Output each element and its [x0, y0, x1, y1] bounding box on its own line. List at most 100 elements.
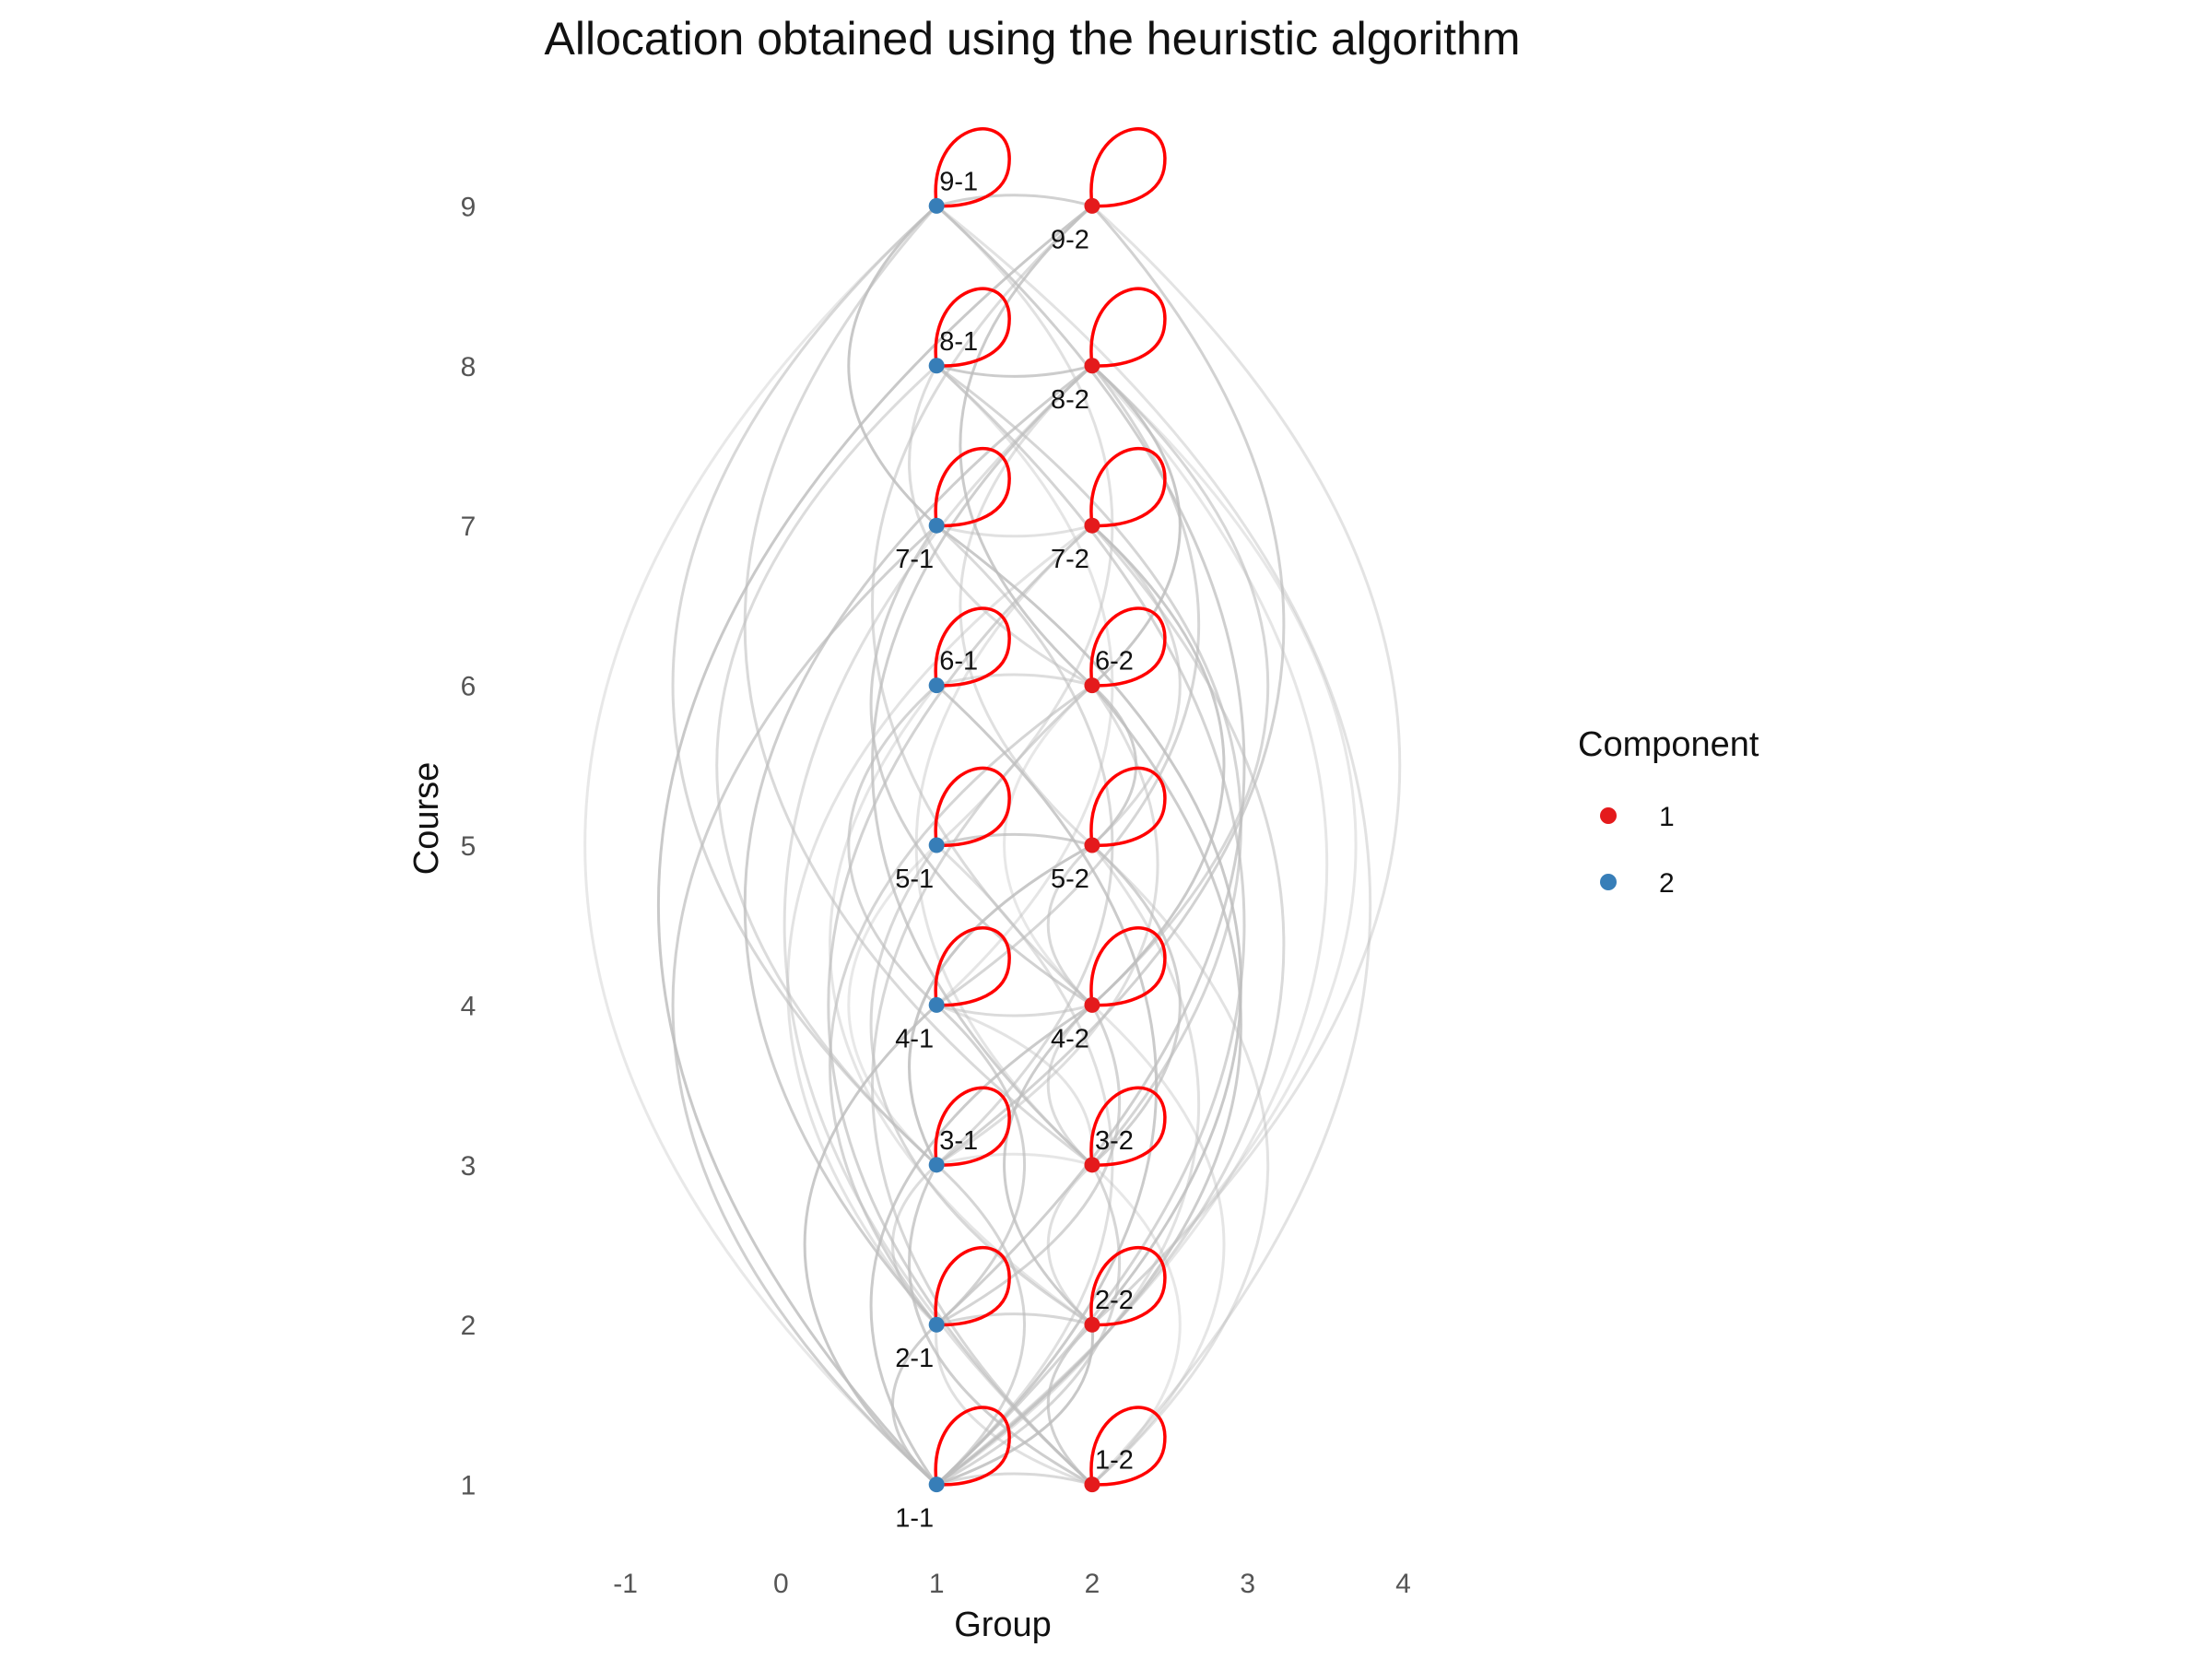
edge-9-1-to-9-2	[935, 194, 1093, 207]
node-label-7-2: 7-2	[1051, 545, 1089, 574]
node-7-1	[928, 517, 945, 534]
self-loop-7-1	[934, 446, 1011, 528]
node-1-1	[928, 1477, 945, 1493]
edge-7-1-to-7-2	[935, 524, 1093, 538]
edge-5-2-to-1-2	[1090, 843, 1269, 1486]
edge-5-2-to-3-2	[1090, 843, 1182, 1166]
edge-4-1-to-1-1	[803, 1004, 938, 1486]
edges-layer	[583, 194, 1402, 1487]
edge-3-1-to-3-2	[935, 1152, 1093, 1167]
node-label-5-2: 5-2	[1051, 865, 1089, 894]
node-label-8-2: 8-2	[1051, 385, 1089, 415]
edge-7-2-to-1-2	[827, 524, 1093, 1486]
node-label-5-1: 5-1	[895, 865, 934, 894]
node-3-1	[928, 1157, 945, 1173]
edge-2-2-to-1-2	[1046, 1324, 1093, 1486]
y-tick-label: 2	[461, 1311, 477, 1341]
y-tick-label: 9	[461, 192, 477, 222]
node-label-2-2: 2-2	[1095, 1286, 1134, 1315]
edge-4-2-to-2-1	[935, 1004, 1121, 1326]
x-tick-label: 4	[1395, 1569, 1411, 1599]
edge-9-1-to-1-1	[583, 205, 938, 1486]
node-5-1	[928, 837, 945, 853]
x-axis-ticks: -1 0 1 2 3 4	[613, 1569, 1411, 1599]
node-2-1	[928, 1316, 945, 1333]
x-axis-title: Group	[954, 1606, 1052, 1644]
legend-title: Component	[1578, 725, 1759, 764]
self-loop-3-1	[934, 1086, 1011, 1167]
node-1-2	[1084, 1477, 1100, 1493]
y-tick-label: 4	[461, 991, 477, 1021]
edge-9-1-to-1-2	[935, 205, 1372, 1486]
legend-label-2: 2	[1659, 868, 1675, 899]
legend-entries: 12	[1600, 802, 1675, 899]
edge-9-1-to-2-1	[935, 205, 1246, 1326]
node-labels-layer: 1-1 2-1 3-1 4-1 5-1 6-1 7-1 8-1 9-1 1-2 2-2 3-2 4-2 5…	[895, 167, 1134, 1533]
edge-2-1-to-1-2	[935, 1324, 1093, 1487]
node-label-4-1: 4-1	[895, 1024, 934, 1053]
y-tick-label: 6	[461, 672, 477, 702]
self-loop-2-2	[1089, 1245, 1167, 1327]
edge-9-1-to-7-1	[847, 205, 938, 527]
edge-6-2-to-2-1	[828, 684, 1093, 1326]
self-loop-8-1	[934, 287, 1011, 368]
node-label-4-2: 4-2	[1051, 1024, 1089, 1053]
edge-8-2-to-5-2	[959, 364, 1093, 847]
edge-4-2-to-1-1	[869, 1004, 1093, 1486]
self-loop-1-1	[934, 1406, 1011, 1487]
node-label-1-2: 1-2	[1095, 1446, 1134, 1476]
node-4-1	[928, 996, 945, 1013]
node-label-3-1: 3-1	[939, 1126, 978, 1156]
self-loop-7-2	[1089, 446, 1167, 528]
legend: Component 12	[1578, 725, 1759, 899]
edge-9-2-to-1-1	[656, 205, 1093, 1486]
self-loop-5-1	[934, 766, 1011, 847]
edge-6-2-to-3-1	[935, 684, 1159, 1167]
edge-9-2-to-4-2	[871, 205, 1093, 1006]
edge-9-2-to-6-2	[959, 205, 1093, 687]
node-label-2-1: 2-1	[895, 1344, 934, 1373]
edge-6-1-to-4-1	[847, 684, 938, 1006]
edge-5-1-to-5-2	[935, 832, 1093, 847]
edge-1-1-to-1-2	[935, 1472, 1093, 1487]
nodes-layer	[928, 197, 1100, 1493]
edge-6-1-to-1-1	[935, 684, 1159, 1486]
legend-key-1	[1600, 807, 1617, 824]
y-axis-ticks: 1 2 3 4 5 6 7 8 9	[461, 192, 477, 1500]
x-tick-label: 0	[773, 1569, 789, 1599]
self-loops-layer	[934, 127, 1167, 1487]
self-loop-4-1	[934, 926, 1011, 1007]
legend-label-1: 1	[1659, 802, 1675, 832]
edge-4-2-to-2-2	[1003, 1004, 1093, 1326]
edge-8-1-to-1-1	[935, 364, 1246, 1486]
self-loop-9-2	[1089, 127, 1167, 208]
edge-8-2-to-2-2	[1090, 364, 1358, 1326]
edge-3-2-to-1-1	[935, 1164, 1121, 1486]
node-8-2	[1084, 358, 1100, 374]
node-label-6-2: 6-2	[1095, 647, 1134, 677]
node-label-8-1: 8-1	[939, 327, 978, 357]
self-loop-9-1	[934, 127, 1011, 208]
edge-2-1-to-1-1	[890, 1324, 938, 1486]
node-4-2	[1084, 996, 1100, 1013]
edge-5-2-to-3-1	[908, 843, 1093, 1166]
edge-5-2-to-4-2	[1046, 843, 1093, 1006]
legend-key-2	[1600, 874, 1617, 890]
edge-7-1-to-1-1	[671, 524, 938, 1486]
edge-9-2-to-3-1	[935, 205, 1286, 1167]
self-loop-6-2	[1089, 606, 1167, 688]
self-loop-4-2	[1089, 926, 1167, 1007]
edge-5-1-to-3-1	[847, 843, 938, 1166]
edge-7-2-to-5-2	[1090, 524, 1182, 847]
edge-9-2-to-2-2	[1090, 205, 1402, 1326]
edge-9-1-to-3-1	[671, 205, 938, 1166]
self-loop-2-1	[934, 1245, 1011, 1327]
y-tick-label: 8	[461, 352, 477, 382]
self-loop-3-2	[1089, 1086, 1167, 1167]
x-tick-label: 1	[929, 1569, 945, 1599]
node-label-9-2: 9-2	[1051, 225, 1089, 254]
node-7-2	[1084, 517, 1100, 534]
edge-8-1-to-3-2	[935, 364, 1242, 1166]
edge-8-2-to-4-2	[1090, 364, 1269, 1006]
